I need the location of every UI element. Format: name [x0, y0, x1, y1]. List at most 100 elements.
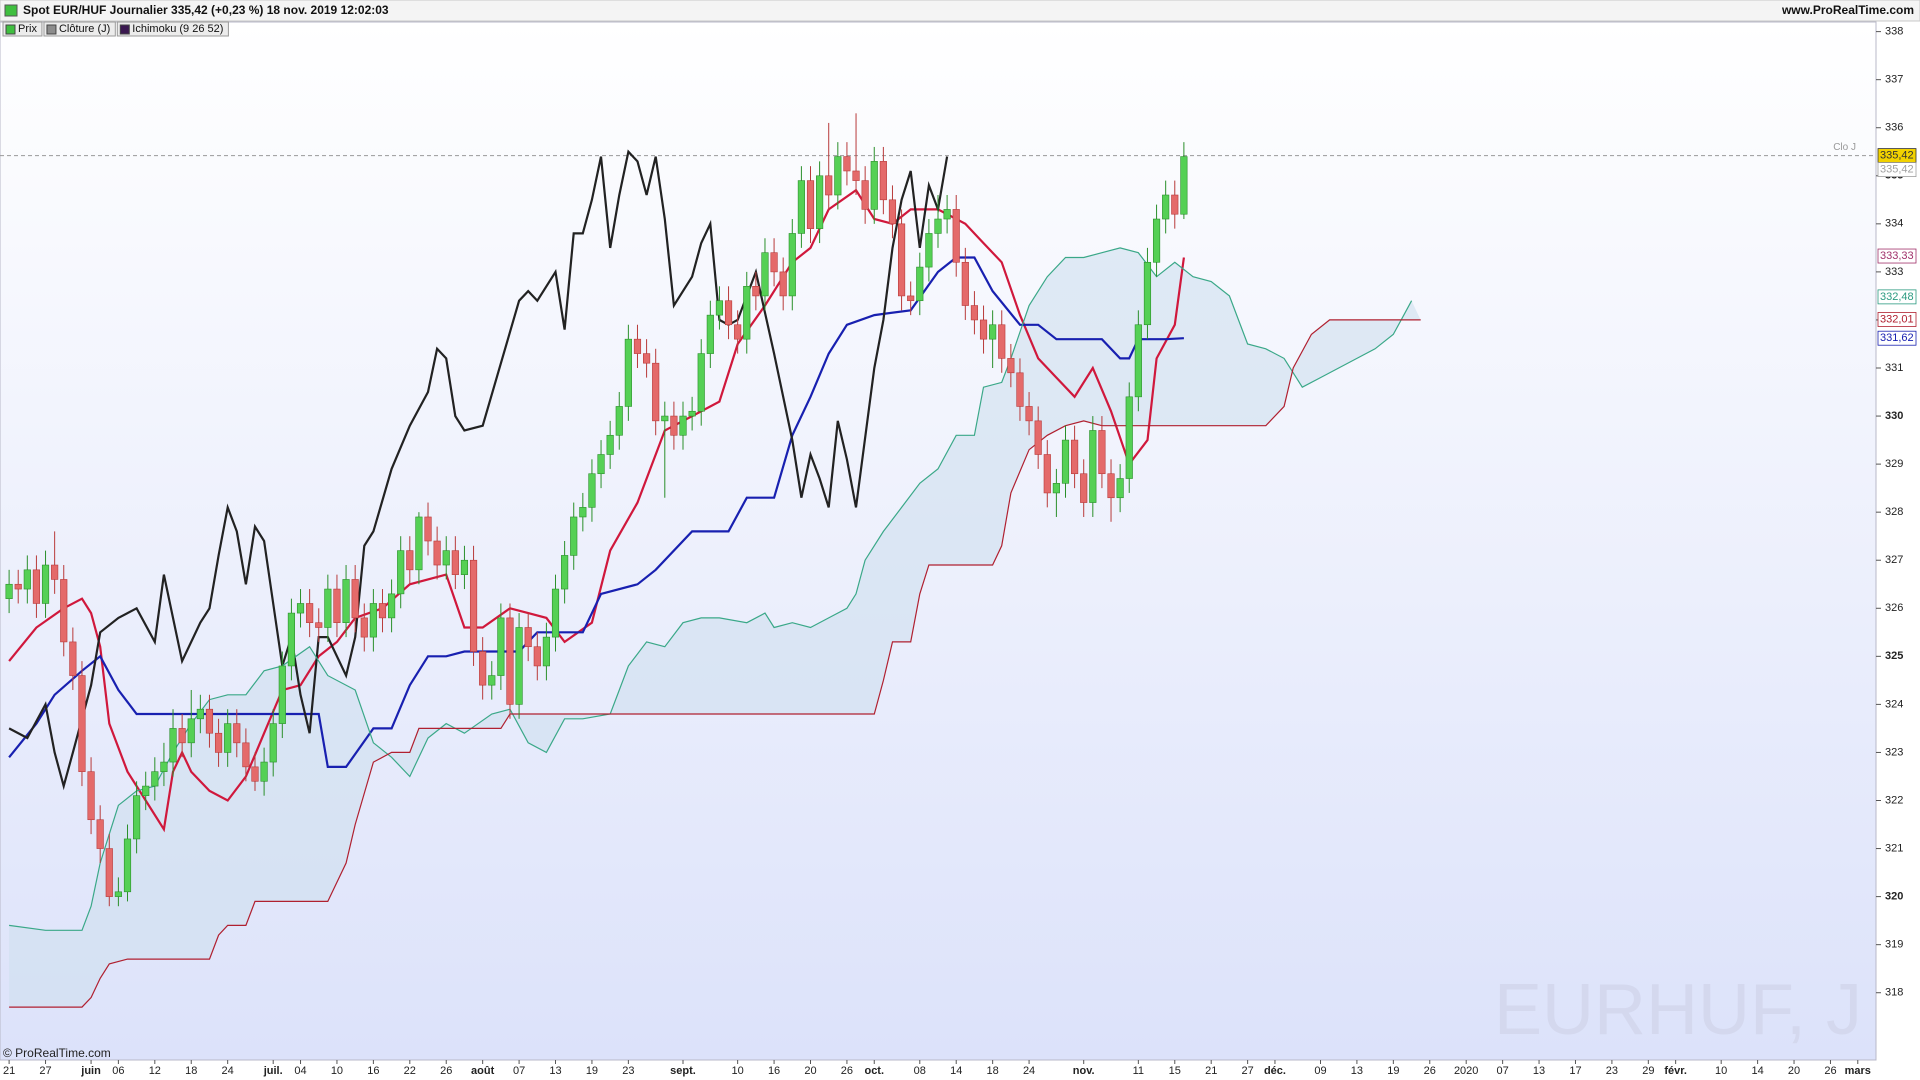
- candle-body: [1125, 396, 1133, 479]
- x-tick-label: 14: [1751, 1065, 1763, 1077]
- x-tick-label: nov.: [1073, 1065, 1095, 1077]
- candle-body: [324, 588, 332, 628]
- candle-body: [788, 233, 796, 297]
- candle-body: [1089, 430, 1097, 503]
- price-tag-label: 335,42: [1880, 164, 1914, 176]
- candle-body: [1043, 454, 1051, 494]
- price-tag-label: 335,42: [1880, 150, 1914, 162]
- candle-body: [506, 617, 514, 705]
- x-tick-label: 27: [39, 1065, 51, 1077]
- candle-body: [734, 324, 742, 340]
- candle-body: [533, 646, 541, 667]
- header-site[interactable]: www.ProRealTime.com: [1781, 3, 1914, 17]
- candle-body: [479, 651, 487, 686]
- candle-body: [205, 708, 214, 734]
- candle-body: [1071, 439, 1079, 475]
- ichimoku-line: [8, 149, 949, 791]
- candle-body: [296, 603, 305, 614]
- price-tag: [1877, 289, 1917, 305]
- x-tick-label: 13: [1351, 1065, 1363, 1077]
- candle-body: [952, 209, 960, 263]
- y-tick-label: 320: [1885, 891, 1903, 903]
- candle-body: [743, 286, 751, 340]
- watermark: EURHUF, J: [1494, 970, 1862, 1050]
- legend-item: Clôture (J): [43, 21, 116, 37]
- x-tick-label: 24: [1023, 1065, 1035, 1077]
- x-tick-label: 26: [440, 1065, 452, 1077]
- candle-body: [369, 603, 377, 638]
- candle-body: [287, 612, 295, 667]
- candle-body: [561, 555, 569, 590]
- x-tick-label: 11: [1133, 1065, 1144, 1077]
- candle-body: [979, 319, 988, 340]
- candle-body: [652, 362, 660, 422]
- x-tick-label: 21: [3, 1065, 15, 1077]
- price-tag: [1877, 162, 1917, 177]
- candle-body: [661, 415, 669, 422]
- candle-body: [342, 579, 350, 623]
- candle-body: [1098, 430, 1106, 475]
- x-tick-label: sept.: [670, 1065, 696, 1077]
- legend-item: Ichimoku (9 26 52): [116, 21, 229, 37]
- candle-body: [251, 766, 259, 782]
- legend-item: Prix: [2, 21, 43, 37]
- ichimoku-line: [8, 256, 1184, 768]
- y-tick-label: 333: [1885, 266, 1903, 278]
- candle-body: [51, 564, 59, 580]
- candle-body: [724, 300, 733, 326]
- x-tick-label: 23: [1606, 1065, 1618, 1077]
- x-tick-label: 20: [804, 1065, 816, 1077]
- candle-body: [1152, 218, 1161, 263]
- candle-body: [706, 314, 714, 354]
- candle-body: [697, 353, 705, 412]
- x-tick-label: 24: [222, 1065, 234, 1077]
- candle-body: [1052, 483, 1060, 494]
- candle-body: [306, 603, 314, 623]
- candle-body: [397, 550, 405, 595]
- x-tick-label: 29: [1642, 1065, 1654, 1077]
- candle-body: [187, 718, 195, 744]
- price-tag-label: 332,48: [1880, 291, 1914, 303]
- candle-body: [151, 771, 159, 787]
- x-tick-label: 19: [1387, 1065, 1399, 1077]
- candle-body: [961, 261, 969, 306]
- x-tick-label: 16: [367, 1065, 379, 1077]
- candle-body: [1162, 194, 1170, 220]
- candle-body: [897, 223, 906, 297]
- legend-swatch: [46, 24, 57, 35]
- candle-body: [1107, 473, 1115, 499]
- candle-body: [497, 617, 505, 676]
- candle-body: [233, 723, 241, 744]
- candle-body: [852, 170, 860, 181]
- candle-body: [779, 271, 787, 297]
- header-bar: [0, 0, 1920, 22]
- candle-body: [269, 723, 277, 763]
- x-tick-label: 10: [331, 1065, 343, 1077]
- candle-body: [643, 353, 651, 364]
- ichimoku-cloud: [9, 247, 1421, 1008]
- x-tick-label: 18: [185, 1065, 197, 1077]
- y-tick-label: 331: [1885, 362, 1903, 374]
- y-tick-label: 337: [1885, 74, 1903, 86]
- x-tick-label: 04: [294, 1065, 306, 1077]
- price-tag-label: 332,01: [1880, 313, 1914, 325]
- candle-body: [87, 771, 95, 821]
- y-tick-label: 334: [1885, 218, 1903, 230]
- legend-label: Prix: [18, 23, 37, 35]
- candle-body: [1080, 473, 1088, 503]
- ichimoku-line: [9, 247, 1413, 931]
- candle-body: [1025, 406, 1033, 422]
- candle-body: [214, 732, 223, 753]
- x-tick-label: 26: [1824, 1065, 1836, 1077]
- candle-body: [615, 406, 623, 436]
- candle-body: [315, 622, 323, 628]
- candle-body: [670, 415, 678, 436]
- x-tick-label: déc.: [1264, 1065, 1286, 1077]
- candle-body: [797, 180, 805, 234]
- y-tick-label: 326: [1885, 602, 1903, 614]
- y-tick-label: 318: [1885, 987, 1903, 999]
- last-close-label: Clo J: [1833, 142, 1856, 153]
- price-tag: [1877, 330, 1917, 346]
- x-tick-label: 27: [1242, 1065, 1254, 1077]
